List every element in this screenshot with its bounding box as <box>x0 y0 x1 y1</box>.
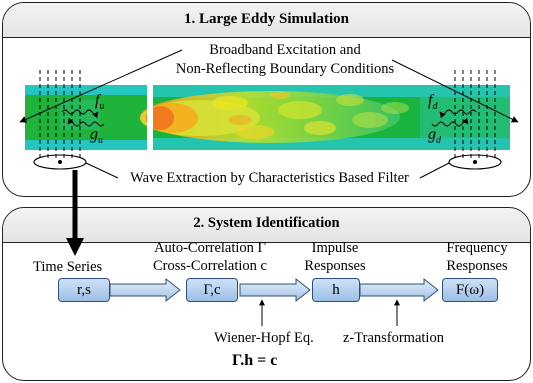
filter-ellipses <box>33 154 502 179</box>
excitation-pointers <box>19 49 519 123</box>
f-u-label: fu <box>95 92 105 113</box>
z-transformation-label: z-Transformation <box>343 330 444 346</box>
frequency-label-line2: Responses <box>446 258 508 274</box>
frequency-label-line1: Frequency <box>446 240 508 256</box>
upstream-reflected-wave-icon <box>67 117 105 127</box>
les-title-bar: 1. Large Eddy Simulation <box>3 3 530 38</box>
excitation-label-line2: Non-Reflecting Boundary Conditions <box>175 61 395 77</box>
upstream-incident-wave-icon <box>61 109 99 119</box>
downstream-probe-lines <box>454 70 496 160</box>
node-frequency-response: F(ω) <box>442 278 498 302</box>
excitation-label-line1: Broadband Excitation and <box>209 42 361 58</box>
upstream-probe-lines <box>39 70 81 160</box>
arrow-3 <box>359 277 439 303</box>
wave-extraction-label: Wave Extraction by Characteristics Based… <box>130 170 409 186</box>
wiener-hopf-equation: Γ.h = c <box>232 352 278 369</box>
process-arrows <box>109 277 439 303</box>
time-series-label: Time Series <box>33 259 103 275</box>
node-correlation: Γ,c <box>186 278 238 302</box>
les-flow-field <box>25 85 510 150</box>
g-u-label: gu <box>90 126 103 147</box>
f-d-label: fd <box>428 92 438 113</box>
wave-arrows <box>61 109 477 127</box>
arrow-2 <box>239 277 311 303</box>
wiener-hopf-label: Wiener-Hopf Eq. <box>214 330 314 346</box>
les-title: 1. Large Eddy Simulation <box>183 11 350 27</box>
annotation-arrows <box>259 299 400 326</box>
node-impulse-response: h <box>312 278 360 302</box>
g-d-label: gd <box>428 126 441 147</box>
panel-link-arrow <box>66 170 84 256</box>
sysid-title: 2. System Identification <box>193 215 340 231</box>
downstream-incident-wave-icon <box>439 109 477 119</box>
impulse-label-line1: Impulse <box>311 240 359 256</box>
auto-correlation-label: Auto-Correlation Γ <box>154 240 266 256</box>
node-time-series: r,s <box>58 278 110 302</box>
cross-correlation-label: Cross-Correlation c <box>153 258 267 274</box>
arrow-1 <box>109 277 181 303</box>
sysid-title-bar: 2. System Identification <box>3 208 530 243</box>
impulse-label-line2: Responses <box>304 258 366 274</box>
downstream-reflected-wave-icon <box>431 117 469 127</box>
